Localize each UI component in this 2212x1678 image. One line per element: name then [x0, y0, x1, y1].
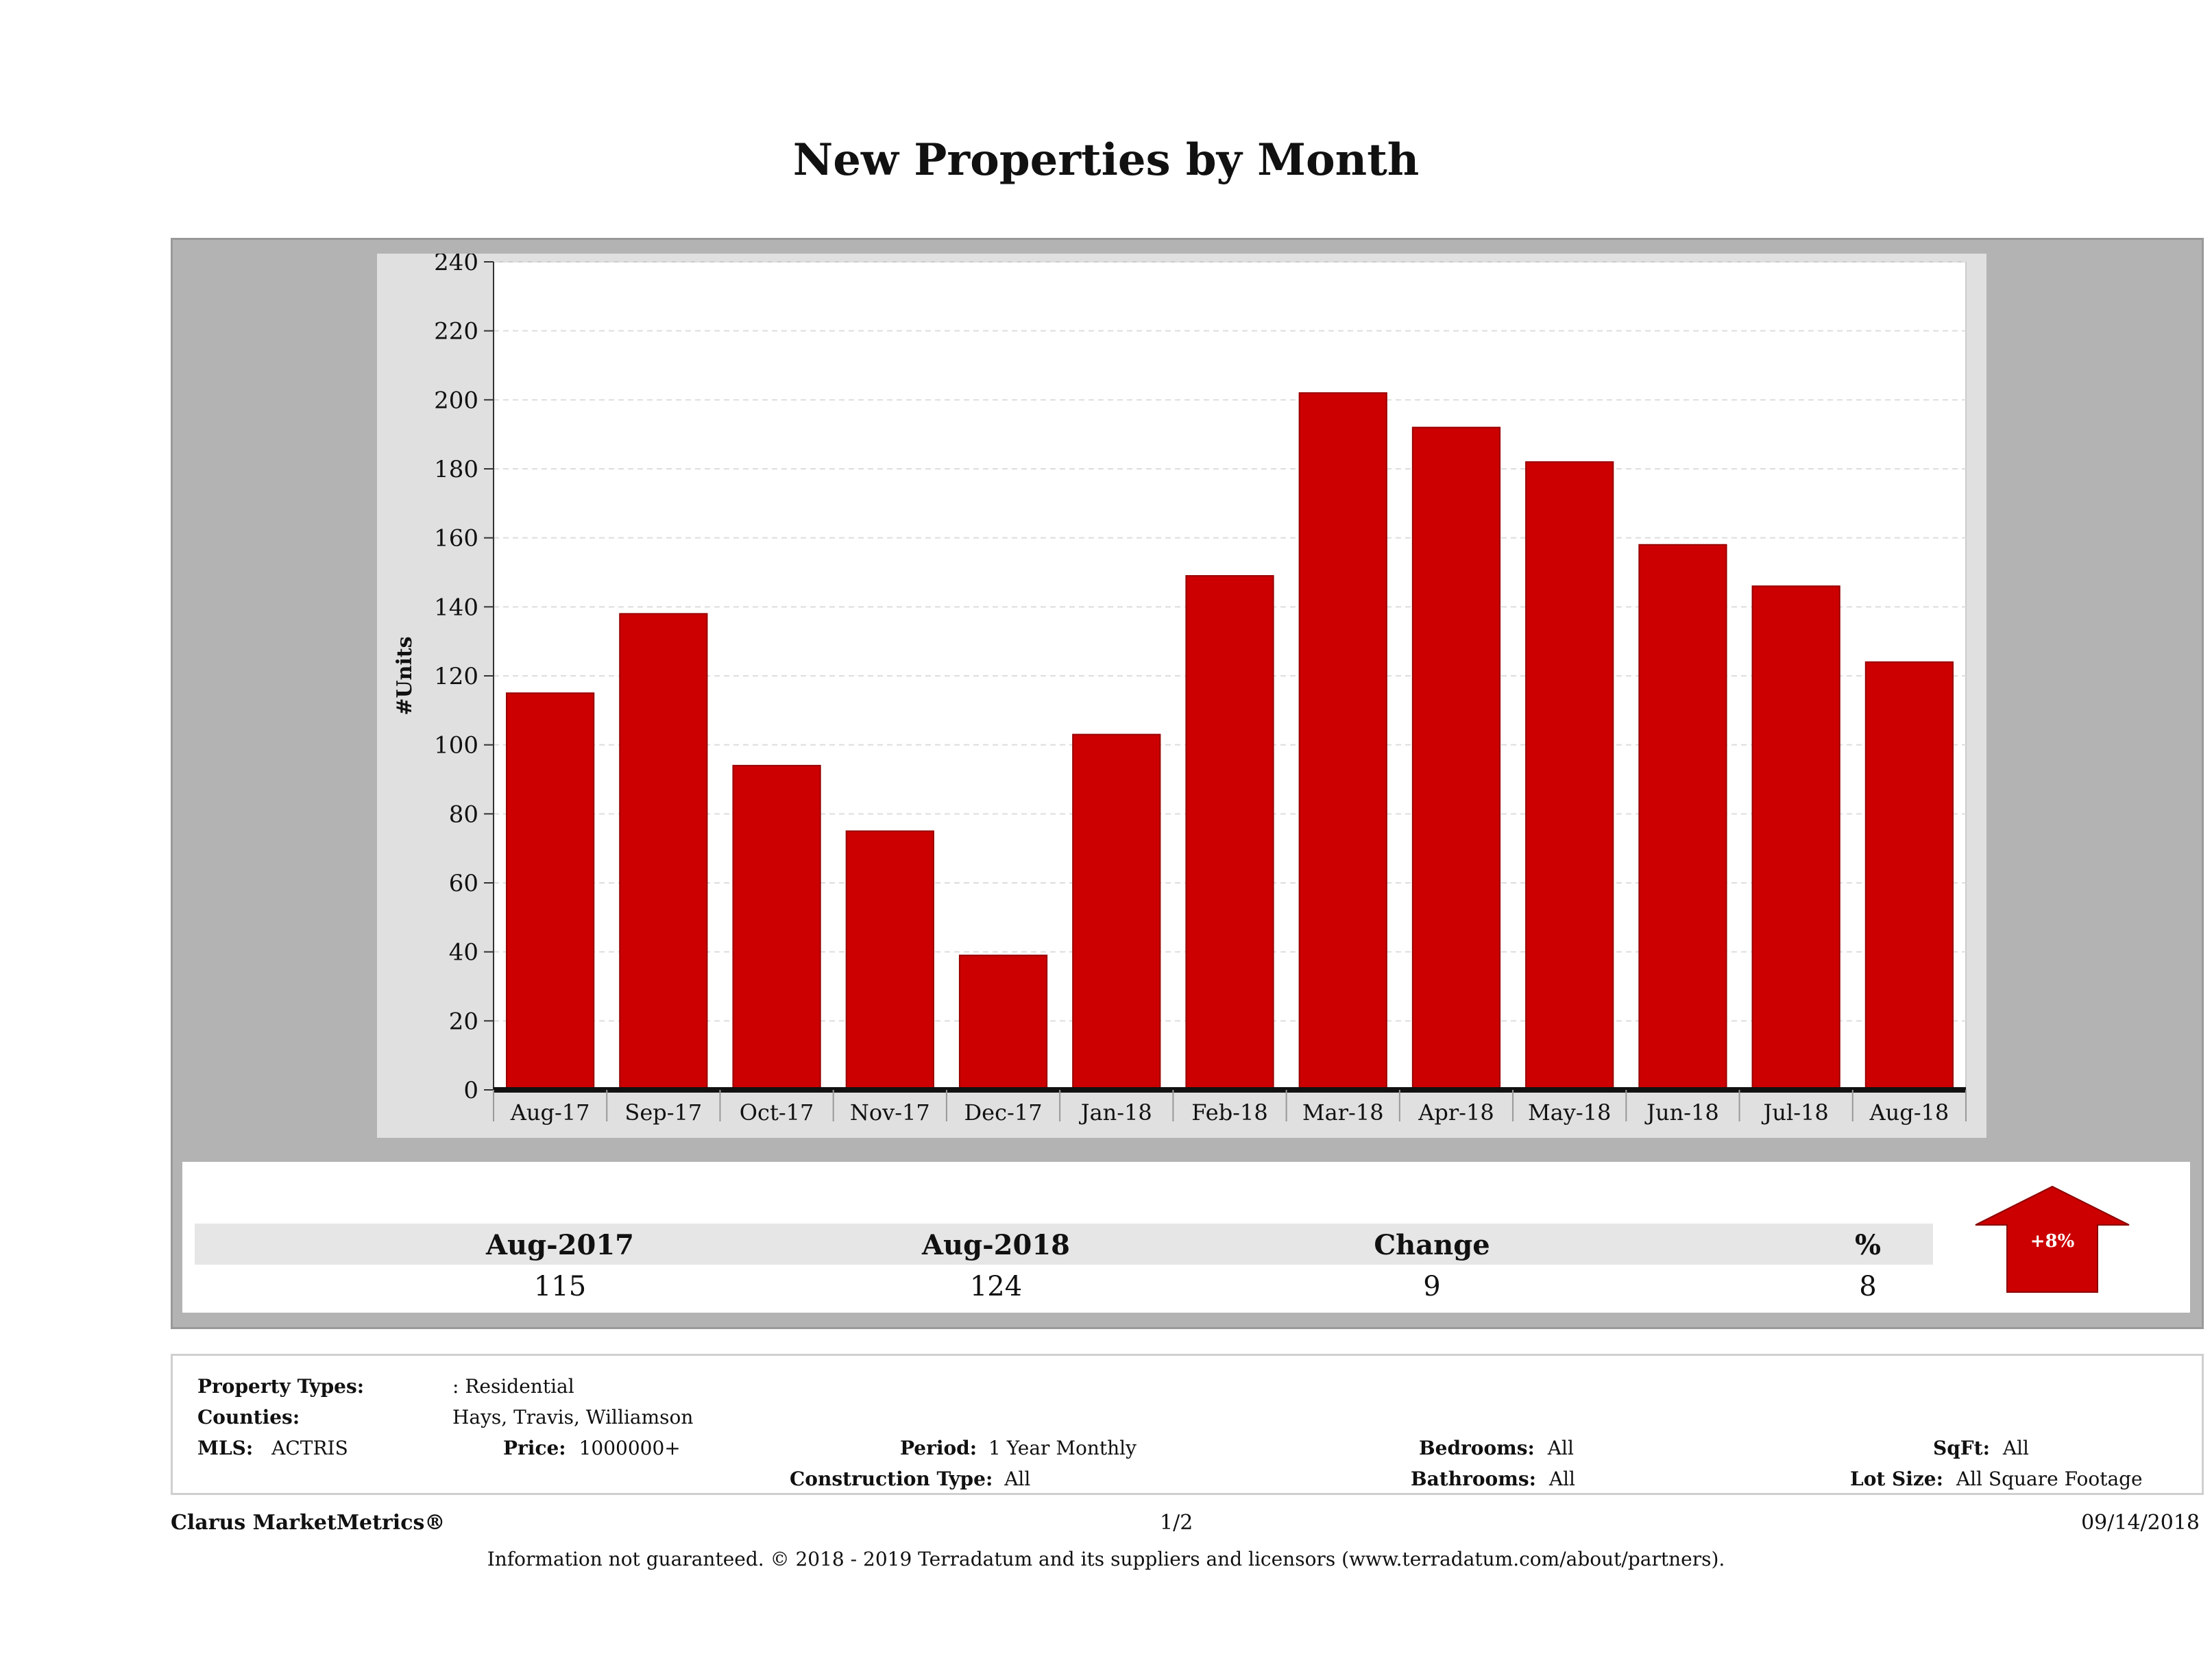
bar-aug-17 — [506, 692, 595, 1091]
bar-may-18 — [1525, 461, 1614, 1091]
bar-apr-18 — [1411, 426, 1501, 1091]
x-tick-label: Nov-17 — [850, 1099, 930, 1126]
y-tick-label: 140 — [434, 594, 478, 621]
x-tick-label: Aug-18 — [1869, 1099, 1949, 1126]
summary-value-curr: 124 — [969, 1271, 1023, 1302]
bar-oct-17 — [732, 764, 821, 1091]
up-arrow-icon — [1975, 1185, 2130, 1293]
x-tick-label: Jan-18 — [1079, 1099, 1152, 1126]
bar-jul-18 — [1751, 585, 1840, 1091]
sqft-value: All — [2002, 1437, 2029, 1459]
x-tick-label: Mar-18 — [1302, 1099, 1384, 1126]
summary-value-percent: 8 — [1859, 1271, 1877, 1302]
counties-label: Counties: — [197, 1406, 300, 1428]
summary-header-change: Change — [1374, 1229, 1490, 1261]
mls-label: MLS: — [197, 1437, 254, 1459]
period-label: Period: — [900, 1437, 977, 1459]
x-tick-label: Dec-17 — [964, 1099, 1043, 1126]
x-tick-label: Oct-17 — [740, 1099, 814, 1126]
change-indicator: +8% — [1960, 1174, 2144, 1304]
y-tick-label: 240 — [434, 254, 478, 276]
filter-info-panel: Property Types: : Residential Counties: … — [171, 1354, 2204, 1495]
y-tick-label: 80 — [449, 801, 478, 828]
bedrooms-label: Bedrooms: — [1419, 1437, 1535, 1459]
bar-jan-18 — [1072, 733, 1161, 1091]
summary-header-percent: % — [1854, 1229, 1881, 1261]
summary-value-row: 115 124 9 8 — [195, 1268, 1933, 1305]
property-types-value: : Residential — [452, 1375, 574, 1398]
summary-spacer — [195, 1174, 1933, 1218]
bar-sep-17 — [619, 613, 708, 1091]
footer-page-number: 1/2 — [1160, 1511, 1193, 1535]
x-tick-label: Feb-18 — [1191, 1099, 1267, 1126]
summary-header-curr: Aug-2018 — [921, 1229, 1070, 1261]
y-tick-label: 0 — [463, 1077, 478, 1104]
bar-feb-18 — [1185, 575, 1274, 1091]
chart-frame: 0 20 40 60 80 100 120 140 160 180 200 220 240 #Units A… — [377, 254, 1986, 1138]
lot-size-value: All Square Footage — [1956, 1468, 2143, 1490]
y-tick-label: 180 — [434, 456, 478, 483]
mls-value: ACTRIS — [271, 1437, 348, 1459]
price-label: Price: — [503, 1437, 566, 1459]
x-tick-label: Jul-18 — [1762, 1099, 1829, 1126]
construction-type-label: Construction Type: — [790, 1468, 993, 1490]
y-tick-label: 160 — [434, 525, 478, 552]
bar-dec-17 — [958, 954, 1048, 1091]
bar-chart: 0 20 40 60 80 100 120 140 160 180 200 220 240 #Units A… — [393, 254, 1967, 1126]
y-tick-label: 40 — [449, 939, 478, 966]
summary-header-prev: Aug-2017 — [485, 1229, 634, 1261]
counties-value: Hays, Travis, Williamson — [452, 1406, 694, 1428]
summary-value-change: 9 — [1423, 1271, 1441, 1302]
bar-jun-18 — [1638, 544, 1727, 1091]
bathrooms-label: Bathrooms: — [1411, 1468, 1536, 1490]
footer-disclaimer: Information not guaranteed. © 2018 - 201… — [487, 1548, 1725, 1570]
bar-mar-18 — [1298, 392, 1387, 1091]
y-axis-label: #Units — [393, 636, 417, 715]
bar-nov-17 — [845, 830, 934, 1091]
page-title: New Properties by Month — [792, 134, 1420, 186]
y-tick-label: 220 — [434, 318, 478, 345]
x-tick-label: Aug-17 — [510, 1099, 590, 1126]
bar-aug-18 — [1864, 661, 1954, 1091]
property-types-label: Property Types: — [197, 1375, 365, 1398]
x-tick-label: Apr-18 — [1418, 1099, 1494, 1126]
price-value: 1000000+ — [579, 1437, 681, 1459]
period-value: 1 Year Monthly — [988, 1437, 1137, 1459]
summary-value-prev: 115 — [533, 1271, 587, 1302]
footer-date: 09/14/2018 — [2081, 1511, 2200, 1535]
summary-header-row: Aug-2017 Aug-2018 Change % — [195, 1224, 1933, 1265]
x-tick-label: May-18 — [1528, 1099, 1611, 1126]
bathrooms-value: All — [1548, 1468, 1575, 1490]
x-tick-label: Jun-18 — [1644, 1099, 1719, 1126]
x-tick-label: Sep-17 — [624, 1099, 702, 1126]
y-tick-label: 60 — [449, 870, 478, 897]
y-tick-label: 120 — [434, 663, 478, 690]
y-tick-label: 20 — [449, 1008, 478, 1035]
sqft-label: SqFt: — [1933, 1437, 1990, 1459]
construction-type-value: All — [1004, 1468, 1031, 1490]
lot-size-label: Lot Size: — [1850, 1468, 1943, 1490]
summary-panel: Aug-2017 Aug-2018 Change % 115 124 9 8 +… — [182, 1162, 2190, 1313]
bedrooms-value: All — [1547, 1437, 1574, 1459]
y-tick-label: 200 — [434, 387, 478, 414]
footer-brand: Clarus MarketMetrics® — [171, 1511, 446, 1535]
y-tick-label: 100 — [434, 732, 478, 759]
change-indicator-label: +8% — [2030, 1231, 2075, 1252]
